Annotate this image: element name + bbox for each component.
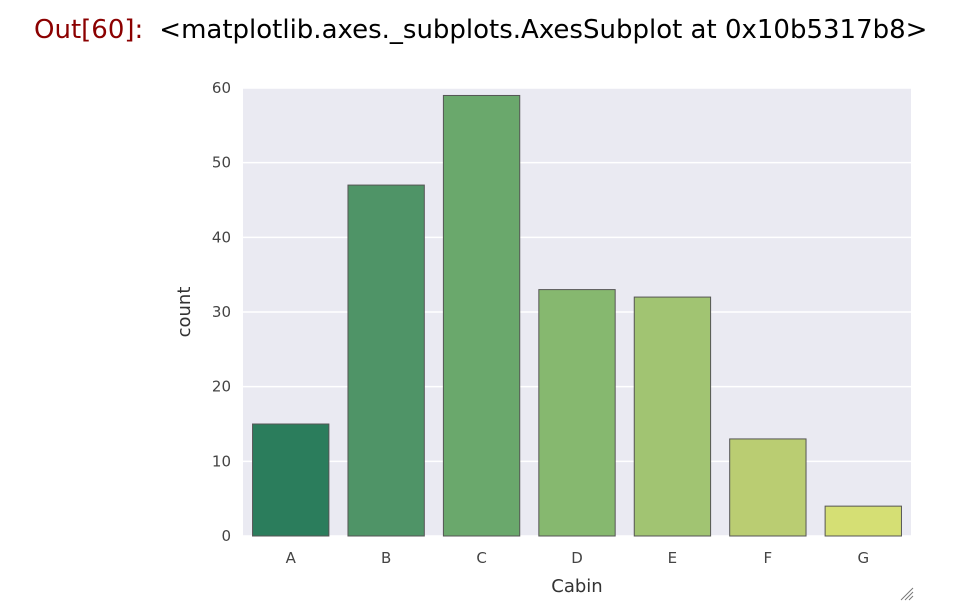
y-axis-label: count — [174, 287, 195, 338]
x-tick-label: B — [381, 549, 391, 567]
x-tick-label: A — [286, 549, 297, 567]
bar-g — [824, 505, 902, 537]
bar-e — [633, 296, 712, 537]
bars — [252, 94, 902, 537]
x-axis-label: Cabin — [551, 576, 602, 597]
output-prompt: Out[60]: — [34, 15, 144, 45]
x-tick-label: F — [764, 549, 773, 567]
x-tick-label: D — [571, 549, 583, 567]
bar-c — [442, 94, 521, 537]
bar-a — [252, 423, 330, 537]
y-tick-label: 20 — [212, 378, 231, 396]
bar-d — [538, 289, 616, 537]
x-tick-label: E — [668, 549, 677, 567]
bar-b — [347, 184, 425, 537]
x-tick-label: C — [476, 549, 486, 567]
output-text: <matplotlib.axes._subplots.AxesSubplot a… — [159, 15, 928, 45]
y-tick-label: 30 — [212, 303, 231, 321]
x-tick-labels: A B C D E F G — [286, 549, 870, 567]
y-tick-labels: 0 10 20 30 40 50 60 — [212, 79, 231, 545]
y-tick-label: 0 — [221, 527, 231, 545]
y-tick-label: 40 — [212, 228, 231, 246]
resize-corner-icon[interactable] — [898, 585, 914, 601]
bar-f — [729, 438, 807, 537]
output-line: Out[60]: <matplotlib.axes._subplots.Axes… — [34, 12, 927, 48]
y-tick-label: 60 — [212, 79, 231, 97]
y-tick-label: 50 — [212, 154, 231, 172]
y-tick-label: 10 — [212, 452, 231, 470]
x-tick-label: G — [857, 549, 869, 567]
